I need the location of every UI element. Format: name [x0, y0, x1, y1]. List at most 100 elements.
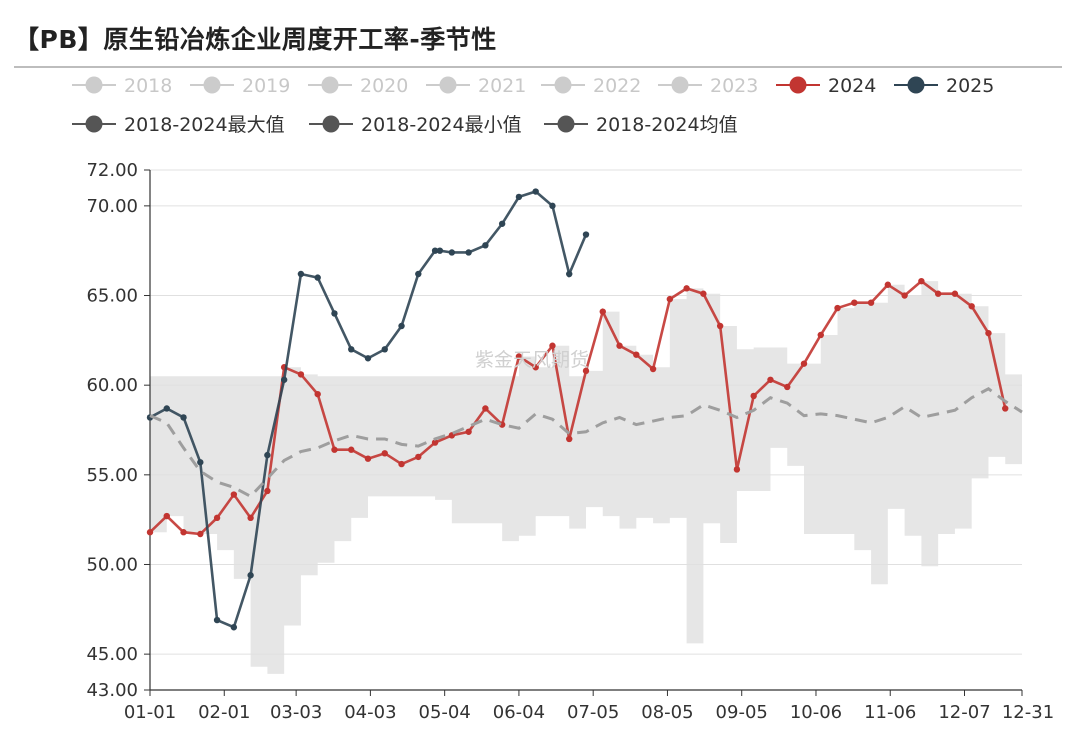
data-point: [381, 450, 388, 457]
legend-marker: [439, 76, 457, 94]
data-point: [817, 331, 824, 339]
data-point: [968, 303, 975, 310]
legend-item-2018-2024最大值[interactable]: 2018-2024最大值: [72, 114, 285, 136]
legend-item-2021[interactable]: 2021: [426, 75, 526, 97]
legend-marker: [907, 76, 925, 94]
data-point: [851, 299, 858, 306]
data-point: [297, 270, 305, 278]
legend-item-2018[interactable]: 2018: [72, 75, 172, 97]
axes: 43.00 45.00 50.00 55.00 60.00 65.00 70.00 72.00…: [86, 160, 1054, 723]
x-tick-label: 12-31: [1002, 702, 1054, 723]
legend-item-2020[interactable]: 2020: [308, 75, 408, 97]
data-point: [297, 371, 305, 378]
legend-marker: [554, 76, 572, 94]
legend-marker: [557, 115, 575, 133]
legend-item-2019[interactable]: 2019: [190, 75, 290, 97]
legend-label: 2019: [242, 75, 290, 97]
data-point: [180, 414, 187, 421]
y-tick-label: 65.00: [86, 286, 138, 307]
data-point: [733, 466, 741, 473]
data-point: [163, 512, 170, 520]
data-point: [985, 329, 992, 337]
chart-title: 【PB】原生铅冶炼企业周度开工率-季节性: [14, 25, 497, 54]
data-point: [448, 249, 456, 256]
data-point: [436, 247, 444, 254]
legend-marker: [203, 76, 221, 94]
legend-label: 2020: [360, 75, 408, 97]
data-point: [415, 453, 422, 461]
data-point: [566, 435, 573, 443]
legend-marker: [322, 115, 340, 133]
x-tick-label: 02-01: [198, 702, 250, 723]
watermark: 紫金天风期货: [475, 349, 589, 371]
legend-item-2018-2024最小值[interactable]: 2018-2024最小值: [309, 114, 522, 136]
data-point: [348, 346, 355, 353]
data-point: [314, 274, 321, 281]
legend-label: 2018: [124, 75, 172, 97]
legend-item-2018-2024均值[interactable]: 2018-2024均值: [544, 114, 738, 136]
y-tick-label: 55.00: [86, 465, 138, 486]
legend-item-2022[interactable]: 2022: [541, 75, 641, 97]
data-point: [247, 514, 254, 522]
legend-marker: [789, 76, 807, 94]
data-point: [180, 529, 187, 536]
data-point: [146, 529, 154, 536]
data-point: [331, 310, 338, 317]
data-point: [498, 220, 506, 227]
data-point: [951, 290, 959, 297]
x-tick-label: 06-04: [493, 702, 545, 723]
data-point: [700, 290, 707, 297]
data-point: [381, 346, 388, 353]
data-point: [431, 439, 439, 446]
data-point: [515, 353, 523, 360]
data-point: [767, 376, 774, 383]
y-tick-label: 50.00: [86, 554, 138, 575]
data-point: [264, 451, 271, 459]
series-2025: [146, 188, 590, 631]
legend-label: 2022: [593, 75, 641, 97]
legend-label: 2021: [478, 75, 526, 97]
data-point: [314, 390, 321, 398]
legend-item-2025[interactable]: 2025: [894, 75, 994, 97]
legend-label: 2025: [946, 75, 994, 97]
data-point: [482, 405, 489, 412]
data-point: [213, 616, 221, 624]
data-point: [532, 188, 539, 195]
data-point: [582, 367, 590, 375]
data-point: [197, 530, 204, 538]
data-point: [398, 460, 405, 468]
min-max-band: [150, 281, 1022, 674]
data-point: [532, 364, 539, 371]
x-tick-label: 07-05: [567, 702, 619, 723]
legend-item-2023[interactable]: 2023: [658, 75, 758, 97]
data-point: [566, 270, 573, 278]
data-point: [230, 624, 238, 631]
series-line: [149, 279, 1007, 536]
data-point: [1002, 405, 1009, 412]
data-point: [247, 572, 254, 579]
legend-label: 2024: [828, 75, 876, 97]
data-point: [784, 383, 791, 391]
x-tick-label: 05-04: [419, 702, 471, 723]
y-tick-label: 72.00: [86, 160, 138, 181]
data-point: [163, 405, 170, 412]
data-point: [834, 304, 841, 312]
legend-item-2024[interactable]: 2024: [776, 75, 876, 97]
data-point: [633, 351, 640, 358]
data-point: [280, 376, 288, 383]
data-point: [549, 202, 556, 210]
legend-label: 2018-2024最大值: [124, 114, 285, 136]
legend-marker: [671, 76, 689, 94]
series-line: [149, 190, 588, 629]
x-tick-label: 03-03: [270, 702, 322, 723]
data-point: [465, 428, 472, 435]
x-tick-label: 01-01: [124, 702, 176, 723]
data-point: [599, 308, 606, 315]
data-point: [884, 281, 892, 288]
data-point: [716, 322, 724, 330]
y-tick-label: 70.00: [86, 196, 138, 217]
legend: 2018 2019 2020 2021 2022 2023 2024 2025 2018-202…: [72, 75, 994, 136]
data-point: [398, 322, 405, 330]
title-divider: [14, 66, 1062, 68]
x-tick-label: 12-07: [938, 702, 990, 723]
